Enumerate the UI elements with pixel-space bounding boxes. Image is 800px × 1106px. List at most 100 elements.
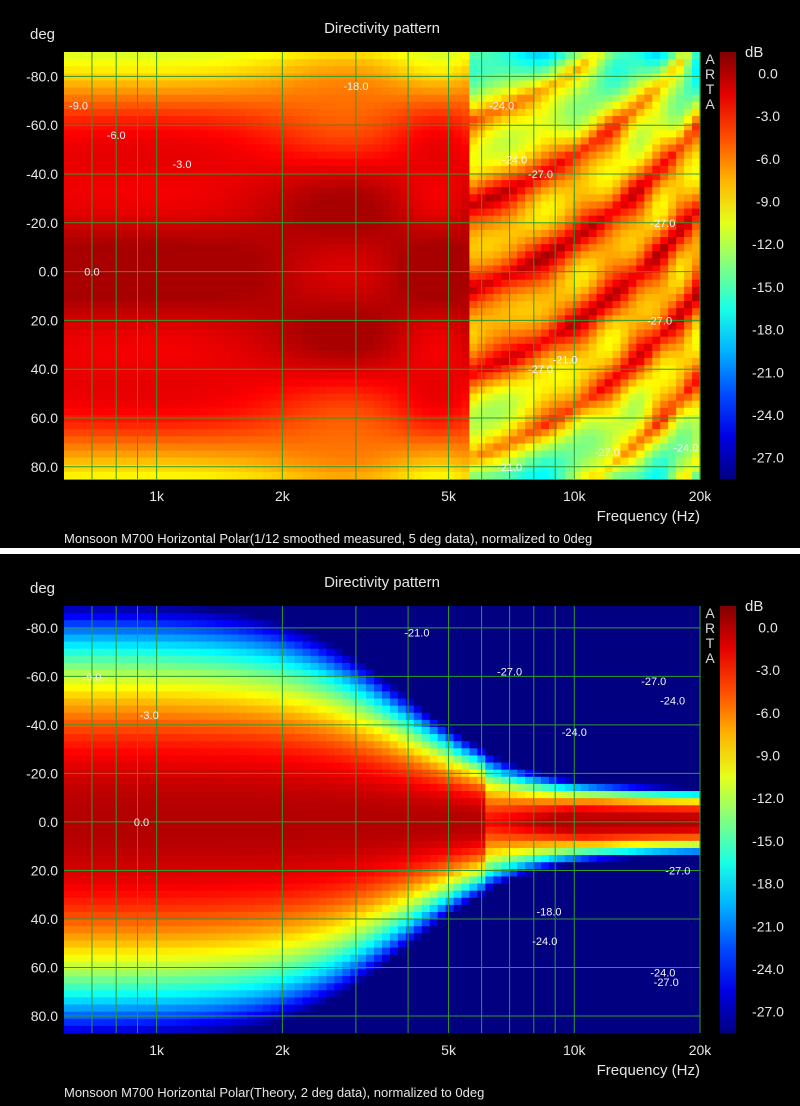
heatmap-cell xyxy=(596,350,606,359)
heatmap-cell xyxy=(668,272,677,281)
heatmap-cell xyxy=(382,386,391,395)
heatmap-cell xyxy=(692,66,701,74)
heatmap-cell xyxy=(374,429,383,437)
heatmap-cell xyxy=(596,116,606,124)
heatmap-cell xyxy=(238,130,248,138)
heatmap-cell xyxy=(230,208,240,217)
heatmap-cell xyxy=(167,130,176,138)
heatmap-cell xyxy=(71,712,81,721)
heatmap-cell xyxy=(191,343,200,352)
heatmap-cell xyxy=(652,73,661,82)
heatmap-cell xyxy=(461,471,471,480)
heatmap-cell xyxy=(286,286,296,295)
heatmap-cell xyxy=(270,201,280,210)
heatmap-cell xyxy=(469,400,478,409)
heatmap-cell xyxy=(223,315,232,324)
heatmap-cell xyxy=(119,265,129,274)
heatmap-cell xyxy=(230,407,240,416)
heatmap-cell xyxy=(525,187,534,195)
heatmap-cell xyxy=(445,407,455,416)
heatmap-cell xyxy=(692,101,701,110)
heatmap-cell xyxy=(596,386,606,395)
heatmap-cell xyxy=(79,336,89,345)
heatmap-cell xyxy=(541,151,550,160)
heatmap-cell xyxy=(501,52,510,60)
heatmap-cell xyxy=(676,151,685,160)
heatmap-cell xyxy=(119,379,129,388)
heatmap-cell xyxy=(556,329,566,338)
heatmap-cell xyxy=(254,379,264,388)
heatmap-cell xyxy=(374,215,383,224)
heatmap-cell xyxy=(302,372,312,380)
heatmap-cell xyxy=(644,258,653,267)
heatmap-cell xyxy=(310,429,319,437)
heatmap-cell xyxy=(207,379,216,388)
heatmap-cell xyxy=(588,208,598,217)
heatmap-cell xyxy=(286,237,296,245)
heatmap-cell xyxy=(183,350,192,359)
heatmap-cell xyxy=(119,350,129,359)
heatmap-cell xyxy=(556,237,566,245)
heatmap-cell xyxy=(334,336,343,345)
heatmap-cell xyxy=(358,80,367,89)
heatmap-cell xyxy=(509,94,518,103)
heatmap-cell xyxy=(238,265,248,274)
heatmap-cell xyxy=(318,343,327,352)
heatmap-cell xyxy=(318,329,327,338)
heatmap-cell xyxy=(660,229,669,238)
heatmap-cell xyxy=(95,315,105,324)
heatmap-cell xyxy=(159,130,168,138)
heatmap-cell xyxy=(525,471,534,480)
heatmap-cell xyxy=(517,123,526,131)
heatmap-cell xyxy=(310,393,319,402)
heatmap-cell xyxy=(469,194,478,203)
heatmap-cell xyxy=(64,862,73,870)
heatmap-cell xyxy=(151,471,160,480)
heatmap-cell xyxy=(286,315,296,324)
heatmap-cell xyxy=(79,329,89,338)
heatmap-cell xyxy=(151,315,160,324)
heatmap-cell xyxy=(469,301,478,309)
heatmap-cell xyxy=(270,358,280,366)
heatmap-cell xyxy=(564,144,574,153)
heatmap-cell xyxy=(366,237,375,245)
heatmap-cell xyxy=(310,322,319,331)
heatmap-cell xyxy=(636,422,645,430)
heatmap-cell xyxy=(604,66,614,74)
heatmap-cell xyxy=(580,237,590,245)
heatmap-cell xyxy=(366,251,375,259)
heatmap-cell xyxy=(636,407,645,416)
heatmap-cell xyxy=(668,208,677,217)
heatmap-cell xyxy=(318,229,327,238)
heatmap-cell xyxy=(199,279,208,288)
heatmap-cell xyxy=(191,393,200,402)
heatmap-cell xyxy=(628,201,637,210)
heatmap-cell xyxy=(397,301,407,309)
heatmap-cell xyxy=(342,165,351,174)
heatmap-cell xyxy=(175,322,184,331)
heatmap-cell xyxy=(397,315,407,324)
heatmap-cell xyxy=(548,130,558,138)
heatmap-cell xyxy=(71,386,81,395)
heatmap-cell xyxy=(580,116,590,124)
heatmap-cell xyxy=(668,130,677,138)
heatmap-cell xyxy=(254,279,264,288)
heatmap-cell xyxy=(183,59,192,67)
heatmap-cell xyxy=(207,293,216,302)
heatmap-cell xyxy=(207,322,216,331)
heatmap-cell xyxy=(278,73,288,82)
heatmap-cell xyxy=(175,52,184,60)
heatmap-cell xyxy=(461,94,471,103)
heatmap-cell xyxy=(326,286,335,295)
heatmap-cell xyxy=(429,429,439,437)
heatmap-cell xyxy=(517,229,526,238)
heatmap-cell xyxy=(143,116,153,124)
heatmap-cell xyxy=(79,130,89,138)
heatmap-cell xyxy=(509,130,518,138)
heatmap-cell xyxy=(604,286,614,295)
heatmap-cell xyxy=(286,429,296,437)
heatmap-cell xyxy=(246,258,256,267)
heatmap-cell xyxy=(326,293,335,302)
heatmap-cell xyxy=(350,144,359,153)
heatmap-cell xyxy=(278,137,288,146)
